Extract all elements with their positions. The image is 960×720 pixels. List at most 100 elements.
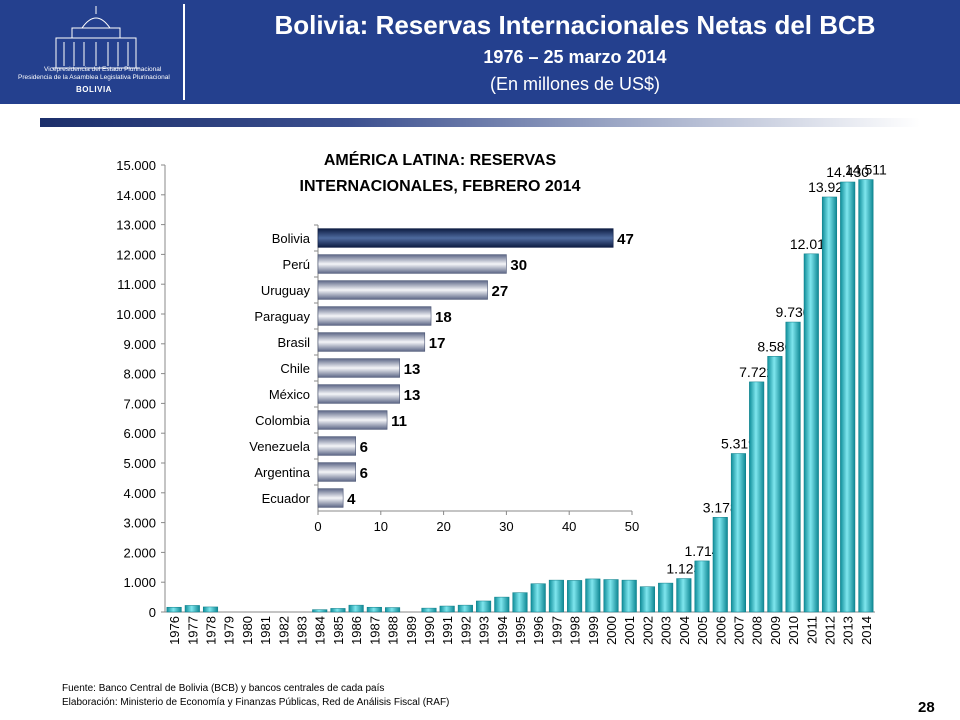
y-tick-label: 8.000 xyxy=(123,367,156,382)
x-tick-label: 1978 xyxy=(204,616,219,645)
elaboration-note: Elaboración: Ministerio de Economía y Fi… xyxy=(62,697,450,708)
y-tick-label: 1.000 xyxy=(123,575,156,590)
x-tick-label: 2002 xyxy=(640,616,655,645)
bar-2006 xyxy=(712,517,728,613)
inset-category-label: Bolivia xyxy=(272,231,311,246)
x-tick-label: 1998 xyxy=(568,616,583,645)
vicepresidency-logo: Vicepresidencia del Estado Plurinacional… xyxy=(12,4,180,100)
y-tick-label: 11.000 xyxy=(117,277,156,292)
inset-category-label: Argentina xyxy=(254,465,310,480)
inset-category-label: Colombia xyxy=(255,413,311,428)
data-label: 14.430 xyxy=(826,164,869,180)
x-tick-label: 2007 xyxy=(731,616,746,645)
x-tick-label: 1997 xyxy=(549,616,564,645)
x-tick-label: 2014 xyxy=(859,616,874,645)
bar-2003 xyxy=(658,582,674,613)
bar-1991 xyxy=(439,605,455,613)
data-label: 9.730 xyxy=(776,304,811,320)
data-label: 8.580 xyxy=(757,338,792,354)
x-tick-label: 1987 xyxy=(367,616,382,645)
bar-2005 xyxy=(694,560,710,613)
x-tick-label: 1995 xyxy=(513,616,528,645)
inset-chart-background xyxy=(230,142,640,540)
y-tick-label: 12.000 xyxy=(116,247,156,262)
bar-1995 xyxy=(512,592,528,613)
bar-2007 xyxy=(730,453,746,613)
inset-bar-México xyxy=(317,384,400,404)
page-number: 28 xyxy=(918,699,935,716)
y-tick-label: 4.000 xyxy=(123,486,156,501)
logo-country: BOLIVIA xyxy=(76,85,112,94)
bar-1987 xyxy=(366,606,382,613)
x-tick-label: 1989 xyxy=(404,616,419,645)
bar-1977 xyxy=(184,605,200,613)
y-tick-label: 15.000 xyxy=(116,158,156,173)
bar-1992 xyxy=(457,604,473,613)
x-tick-label: 1976 xyxy=(167,616,182,645)
bar-1976 xyxy=(166,606,182,613)
decorative-gradient-bar xyxy=(40,118,920,127)
x-tick-label: 2005 xyxy=(695,616,710,645)
inset-bar-Uruguay xyxy=(317,280,488,300)
y-tick-label: 10.000 xyxy=(116,307,156,322)
bar-1988 xyxy=(385,607,401,613)
inset-category-label: Ecuador xyxy=(262,491,311,506)
y-tick-label: 9.000 xyxy=(123,337,156,352)
bar-2008 xyxy=(749,381,765,613)
y-tick-label: 5.000 xyxy=(123,456,156,471)
x-tick-label: 1988 xyxy=(386,616,401,645)
bar-1985 xyxy=(330,608,346,613)
bar-1994 xyxy=(494,596,510,613)
bar-2002 xyxy=(639,586,655,613)
bar-1990 xyxy=(421,607,437,613)
bar-1998 xyxy=(567,580,583,613)
bar-1993 xyxy=(476,600,492,613)
x-tick-label: 1993 xyxy=(477,616,492,645)
x-tick-label: 2013 xyxy=(841,616,856,645)
page-subtitle: 1976 – 25 marzo 2014 xyxy=(483,47,667,67)
inset-x-tick-label: 0 xyxy=(314,519,321,534)
x-tick-label: 1979 xyxy=(222,616,237,645)
inset-data-label: 27 xyxy=(492,283,509,300)
inset-data-label: 17 xyxy=(429,335,446,352)
inset-x-tick-label: 50 xyxy=(625,519,639,534)
bar-1996 xyxy=(530,583,546,613)
inset-bar-Chile xyxy=(317,358,400,378)
inset-bar-Paraguay xyxy=(317,306,432,326)
bar-1997 xyxy=(548,579,564,613)
x-tick-label: 1986 xyxy=(349,616,364,645)
bar-1978 xyxy=(202,606,219,613)
inset-category-label: Brasil xyxy=(277,335,310,350)
data-label: 5.319 xyxy=(721,435,756,451)
bar-1984 xyxy=(312,609,328,613)
bar-2014 xyxy=(858,179,874,613)
y-tick-label: 13.000 xyxy=(116,218,156,233)
inset-data-label: 6 xyxy=(360,439,368,456)
bar-2011 xyxy=(803,253,819,613)
x-tick-label: 1977 xyxy=(185,616,200,645)
bar-1986 xyxy=(348,604,364,613)
x-tick-label: 2012 xyxy=(822,616,837,645)
x-tick-label: 2008 xyxy=(750,616,765,645)
bar-1999 xyxy=(585,578,601,613)
inset-data-label: 4 xyxy=(347,491,356,508)
inset-x-tick-label: 20 xyxy=(436,519,450,534)
x-tick-label: 1996 xyxy=(531,616,546,645)
y-tick-label: 2.000 xyxy=(123,545,156,560)
x-tick-label: 1980 xyxy=(240,616,255,645)
logo-line-1: Vicepresidencia del Estado Plurinacional xyxy=(44,66,162,73)
inset-chart-title-line1: AMÉRICA LATINA: RESERVAS xyxy=(324,150,557,169)
inset-x-tick-label: 10 xyxy=(374,519,388,534)
page-title: Bolivia: Reservas Internacionales Netas … xyxy=(274,10,876,40)
inset-category-label: Paraguay xyxy=(254,309,310,324)
inset-category-label: Perú xyxy=(283,257,310,272)
x-tick-label: 1991 xyxy=(440,616,455,645)
header-divider xyxy=(183,4,185,100)
x-tick-label: 2006 xyxy=(713,616,728,645)
inset-category-label: México xyxy=(269,387,310,402)
inset-x-tick-label: 30 xyxy=(499,519,513,534)
x-tick-label: 2003 xyxy=(659,616,674,645)
source-note: Fuente: Banco Central de Bolivia (BCB) y… xyxy=(62,683,385,694)
inset-bar-Argentina xyxy=(317,462,356,482)
